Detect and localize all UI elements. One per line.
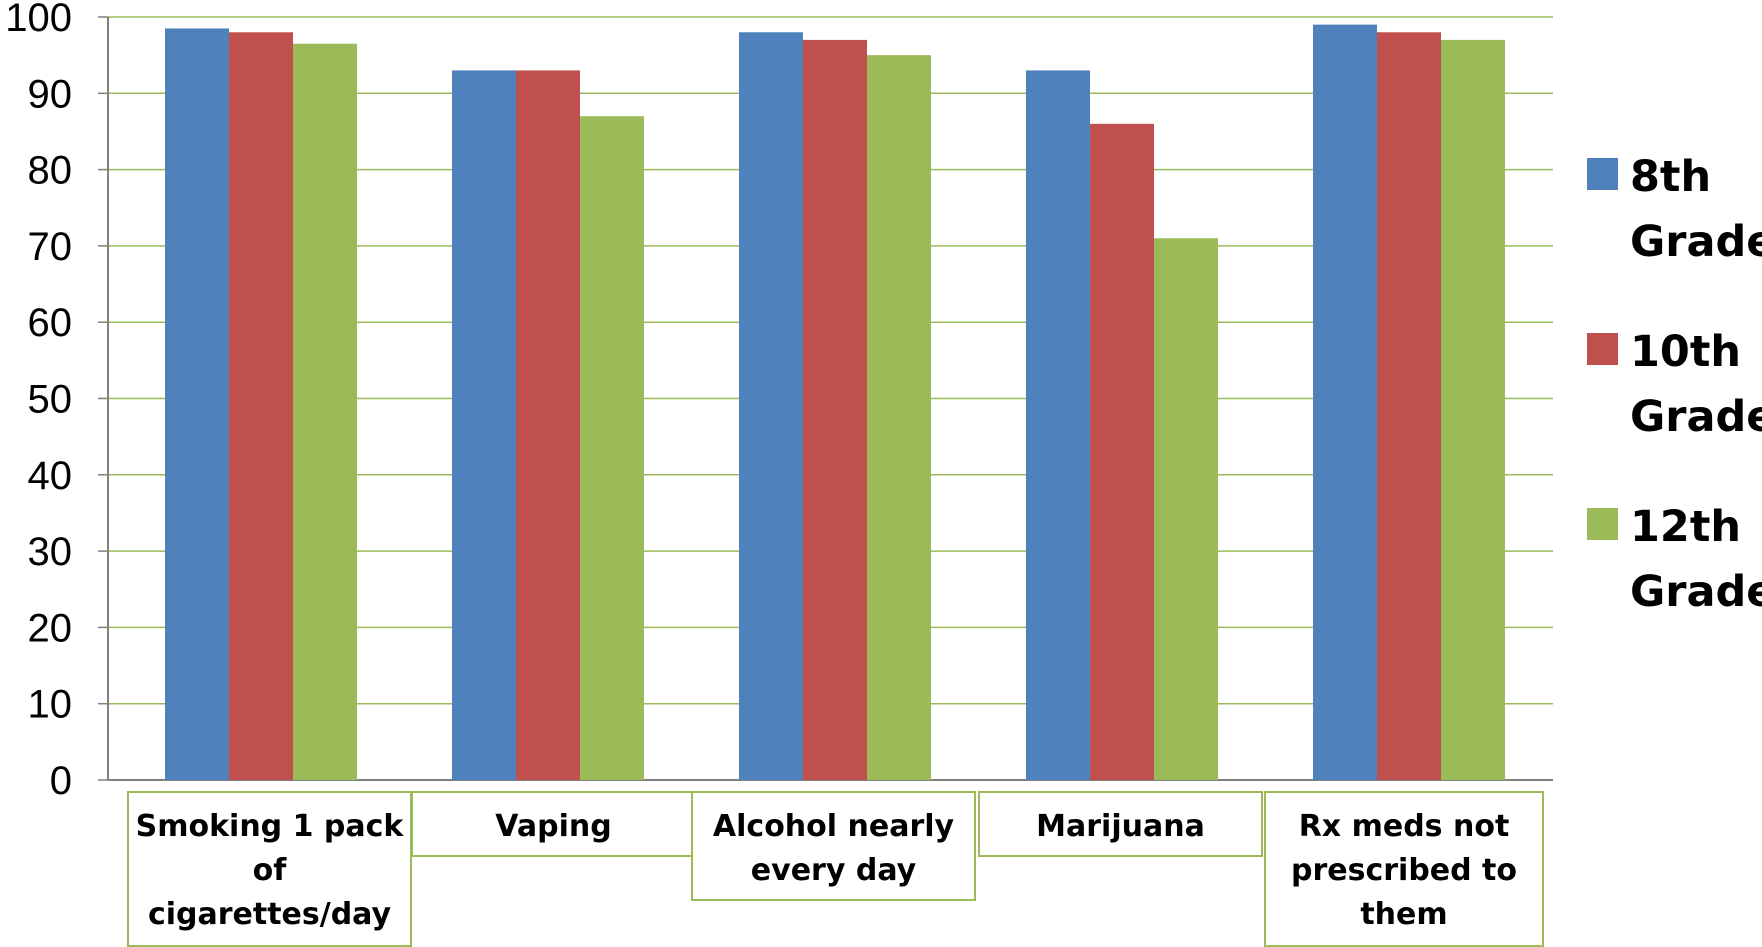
bar-5-series-2 bbox=[1377, 32, 1441, 780]
bars bbox=[165, 24, 1505, 780]
category-label-1-line-2: of bbox=[253, 853, 288, 888]
category-label-2-line-1: Vaping bbox=[495, 809, 611, 844]
y-tick-label-30: 30 bbox=[28, 530, 73, 574]
bar-4-series-1 bbox=[1026, 70, 1090, 780]
bar-5-series-1 bbox=[1313, 24, 1377, 780]
y-tick-label-10: 10 bbox=[28, 683, 73, 727]
category-labels: Smoking 1 pack of cigarettes/day Vaping Alco… bbox=[127, 791, 1544, 947]
category-box-3 bbox=[691, 791, 976, 901]
legend-swatch-3 bbox=[1587, 508, 1618, 540]
y-tick-label-40: 40 bbox=[28, 454, 73, 498]
legend-label-1-line-1: 8th bbox=[1630, 152, 1711, 202]
y-axis-tick-labels: 0 10 20 30 40 50 60 70 80 90 100 bbox=[5, 0, 72, 803]
y-tick-label-90: 90 bbox=[28, 72, 73, 116]
y-tick-label-100: 100 bbox=[5, 0, 72, 40]
legend-swatch-2 bbox=[1587, 333, 1618, 365]
category-box-5 bbox=[1264, 791, 1544, 947]
category-label-5-line-3: them bbox=[1360, 897, 1447, 932]
bar-1-series-2 bbox=[229, 32, 293, 780]
category-label-5-line-2: prescribed to bbox=[1291, 853, 1517, 888]
bar-1-series-1 bbox=[165, 28, 229, 780]
legend-label-2-line-2: Grade bbox=[1630, 392, 1762, 442]
legend-swatch-1 bbox=[1587, 158, 1618, 190]
legend-label-3-line-1: 12th bbox=[1630, 502, 1741, 552]
bar-4-series-3 bbox=[1154, 238, 1218, 780]
category-label-4-line-1: Marijuana bbox=[1036, 809, 1205, 844]
bar-2-series-3 bbox=[580, 116, 644, 780]
legend-label-3-line-2: Grade bbox=[1630, 567, 1762, 617]
y-tick-label-0: 0 bbox=[50, 759, 72, 803]
bar-2-series-1 bbox=[452, 70, 516, 780]
bar-1-series-3 bbox=[293, 43, 357, 780]
bar-3-series-3 bbox=[867, 55, 931, 780]
category-label-3-line-1: Alcohol nearly bbox=[713, 809, 955, 844]
y-tick-label-60: 60 bbox=[28, 301, 73, 345]
bar-3-series-2 bbox=[803, 39, 867, 780]
category-label-1-line-3: cigarettes/day bbox=[148, 897, 392, 932]
category-label-1-line-1: Smoking 1 pack bbox=[136, 809, 405, 844]
category-box-2 bbox=[411, 791, 696, 857]
category-box-4 bbox=[978, 791, 1263, 857]
legend-label-1-line-2: Grade bbox=[1630, 217, 1762, 267]
y-tick-label-80: 80 bbox=[28, 149, 73, 193]
bar-5-series-3 bbox=[1441, 39, 1505, 780]
legend-label-2-line-1: 10th bbox=[1630, 327, 1741, 377]
category-box-1 bbox=[127, 791, 412, 947]
bar-2-series-2 bbox=[516, 70, 580, 780]
bar-3-series-1 bbox=[739, 32, 803, 780]
category-label-3-line-2: every day bbox=[751, 853, 917, 888]
y-tick-label-20: 20 bbox=[28, 606, 73, 650]
legend: 8th Grade 10th Grade 12th Grade bbox=[1587, 152, 1762, 617]
bar-4-series-2 bbox=[1090, 123, 1154, 780]
category-label-5-line-1: Rx meds not bbox=[1299, 809, 1510, 844]
y-tick-label-70: 70 bbox=[28, 225, 73, 269]
y-tick-label-50: 50 bbox=[28, 378, 73, 422]
